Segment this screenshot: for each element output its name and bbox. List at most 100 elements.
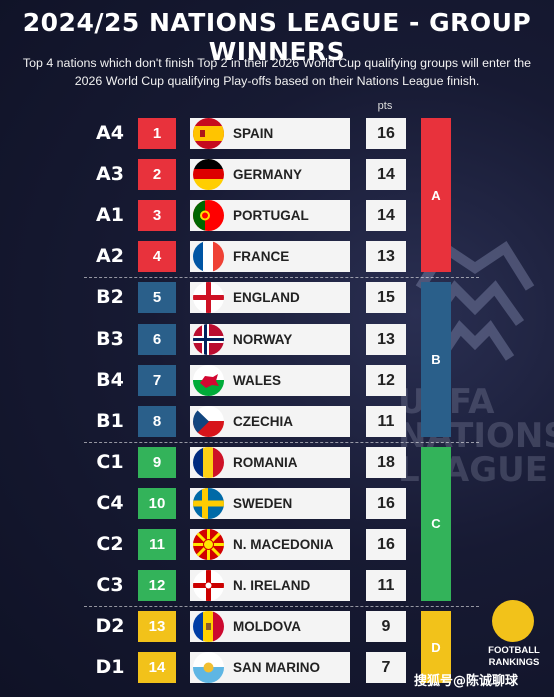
- points-cell: 9: [366, 611, 406, 643]
- football-rankings-logo-icon: [492, 600, 534, 642]
- country-name: SWEDEN: [233, 495, 293, 511]
- rank-badge: 12: [138, 570, 176, 602]
- romania-flag-icon: [193, 446, 224, 478]
- germany-flag-icon: [193, 159, 224, 191]
- san-marino-flag-icon: [193, 652, 224, 684]
- group-separator: [84, 441, 479, 443]
- group-code: D2: [95, 615, 125, 638]
- points-cell: 13: [366, 241, 406, 273]
- table-row: C4 10 SWEDEN 16: [0, 486, 554, 521]
- rank-badge: 9: [138, 446, 176, 478]
- country-cell: SAN MARINO: [190, 652, 350, 684]
- rank-badge: 5: [138, 282, 176, 314]
- group-code: D1: [95, 656, 125, 679]
- table-row: C2 11 N. MACEDONIA 16: [0, 527, 554, 562]
- football-rankings-brand: FOOTBALL RANKINGS: [488, 645, 540, 668]
- country-cell: PORTUGAL: [190, 200, 350, 232]
- group-code: C3: [96, 574, 124, 597]
- country-cell: MOLDOVA: [190, 611, 350, 643]
- group-code: B2: [96, 286, 124, 309]
- rank-badge: 2: [138, 159, 176, 191]
- spain-flag-icon: [193, 118, 224, 149]
- table-row: B3 6 NORWAY 13: [0, 322, 554, 357]
- page-title: 2024/25 NATIONS LEAGUE - GROUP WINNERS: [22, 8, 532, 66]
- points-cell: 12: [366, 364, 406, 396]
- table-row: D1 14 SAN MARINO 7: [0, 650, 554, 685]
- england-flag-icon: [193, 282, 224, 314]
- group-code: C1: [96, 450, 124, 473]
- country-name: N. IRELAND: [233, 578, 311, 594]
- table-row: D2 13 MOLDOVA 9: [0, 609, 554, 644]
- table-row: B2 5 ENGLAND 15: [0, 280, 554, 315]
- table-row: A2 4 FRANCE 13: [0, 239, 554, 274]
- country-cell: SPAIN: [190, 118, 350, 149]
- country-name: PORTUGAL: [233, 208, 309, 224]
- country-name: ENGLAND: [233, 290, 300, 306]
- country-name: SPAIN: [233, 126, 274, 141]
- rank-badge: 7: [138, 364, 176, 396]
- points-cell: 11: [366, 405, 406, 437]
- rank-badge: 11: [138, 529, 176, 560]
- group-code: B3: [96, 327, 124, 350]
- country-name: N. MACEDONIA: [233, 537, 334, 552]
- country-name: FRANCE: [233, 249, 290, 265]
- north-macedonia-flag-icon: [193, 529, 224, 560]
- country-name: WALES: [233, 372, 282, 388]
- portugal-flag-icon: [193, 200, 224, 232]
- czechia-flag-icon: [193, 405, 224, 437]
- country-cell: ENGLAND: [190, 282, 350, 314]
- country-cell: GERMANY: [190, 159, 350, 191]
- points-cell: 7: [366, 652, 406, 684]
- table-row: B1 8 CZECHIA 11: [0, 404, 554, 439]
- group-bar-a: A: [421, 118, 451, 273]
- country-name: GERMANY: [233, 167, 303, 183]
- group-separator: [84, 277, 479, 279]
- country-cell: ROMANIA: [190, 446, 350, 478]
- wales-flag-icon: [193, 364, 224, 396]
- country-name: SAN MARINO: [233, 660, 320, 676]
- sweden-flag-icon: [193, 487, 224, 519]
- source-watermark: 搜狐号@陈诚聊球: [414, 674, 519, 689]
- group-code: A2: [96, 245, 124, 268]
- table-row: A1 3 PORTUGAL 14: [0, 198, 554, 233]
- rank-badge: 13: [138, 611, 176, 643]
- group-bar-d: D: [421, 611, 451, 684]
- rank-badge: 4: [138, 241, 176, 273]
- country-cell: N. IRELAND: [190, 570, 350, 602]
- france-flag-icon: [193, 241, 224, 273]
- country-name: ROMANIA: [233, 454, 298, 470]
- group-code: B1: [96, 409, 124, 432]
- points-cell: 16: [366, 118, 406, 149]
- rank-badge: 10: [138, 487, 176, 519]
- page-subtitle: Top 4 nations which don't finish Top 2 i…: [22, 56, 532, 88]
- points-cell: 13: [366, 323, 406, 355]
- points-cell: 18: [366, 446, 406, 478]
- table-row: A3 2 GERMANY 14: [0, 157, 554, 192]
- norway-flag-icon: [193, 323, 224, 355]
- table-row: B4 7 WALES 12: [0, 363, 554, 398]
- group-bar-b: B: [421, 282, 451, 437]
- group-code: C4: [96, 491, 124, 514]
- country-cell: SWEDEN: [190, 487, 350, 519]
- group-code: C2: [96, 533, 124, 555]
- group-code: A4: [96, 122, 124, 144]
- table-row: C1 9 ROMANIA 18: [0, 445, 554, 480]
- country-cell: N. MACEDONIA: [190, 529, 350, 560]
- group-code: A3: [96, 163, 124, 186]
- points-cell: 14: [366, 159, 406, 191]
- country-cell: WALES: [190, 364, 350, 396]
- table-row: C3 12 N. IRELAND 11: [0, 568, 554, 603]
- country-cell: CZECHIA: [190, 405, 350, 437]
- group-bar-c: C: [421, 446, 451, 602]
- pts-column-header: pts: [377, 100, 393, 112]
- group-code: B4: [96, 368, 124, 391]
- country-name: MOLDOVA: [233, 619, 301, 635]
- moldova-flag-icon: [193, 611, 224, 643]
- rank-badge: 6: [138, 323, 176, 355]
- country-name: NORWAY: [233, 331, 293, 347]
- country-cell: FRANCE: [190, 241, 350, 273]
- points-cell: 15: [366, 282, 406, 314]
- group-separator: [84, 606, 479, 608]
- points-cell: 16: [366, 529, 406, 560]
- northern-ireland-flag-icon: [193, 570, 224, 602]
